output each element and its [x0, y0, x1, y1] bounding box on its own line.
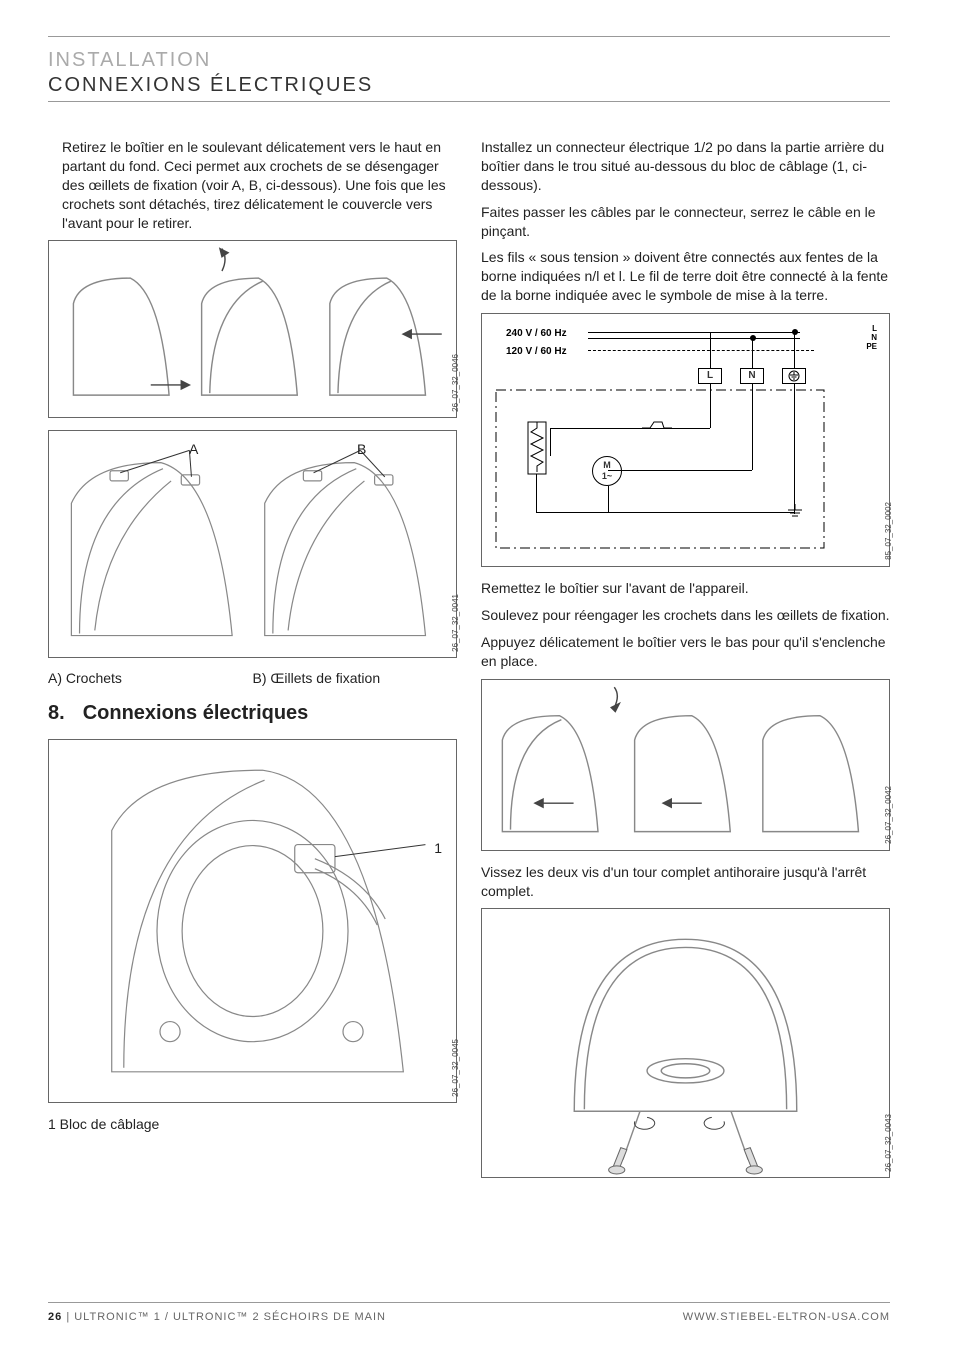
right-para-4: Remettez le boîtier sur l'avant de l'app…	[481, 579, 890, 598]
motor-symbol: M 1~	[592, 456, 622, 486]
section-number: 8.	[48, 702, 65, 725]
page-number: 26	[48, 1311, 62, 1323]
right-para-5: Soulevez pour réengager les crochets dan…	[481, 606, 890, 625]
side-lnpe: LNPE	[866, 324, 877, 351]
right-para-1: Installez un connecteur électrique 1/2 p…	[481, 138, 890, 195]
figure-code: 26_07_32_0042	[884, 786, 893, 844]
header-title: CONNEXIONS ÉLECTRIQUES	[48, 74, 890, 97]
two-column-layout: Retirez le boîtier en le soulevant délic…	[48, 138, 890, 1190]
label-120v: 120 V / 60 Hz	[506, 346, 567, 357]
dryer-three-views-svg	[49, 241, 456, 417]
figure-code: 26_07_32_0045	[451, 1039, 460, 1097]
legend-row: A) Crochets B) Œillets de fixation	[48, 670, 457, 686]
header-section-label: INSTALLATION	[48, 49, 890, 72]
screws-svg	[482, 909, 889, 1177]
legend-a: A) Crochets	[48, 670, 253, 686]
top-rule	[48, 36, 890, 37]
figure3-legend: 1 Bloc de câblage	[48, 1115, 457, 1134]
figure-screws: 26_07_32_0043	[481, 908, 890, 1178]
figure-wiring-diagram: 240 V / 60 Hz 120 V / 60 Hz LNPE L	[481, 313, 890, 567]
section-heading: 8. Connexions électriques	[48, 702, 457, 725]
figure-code: 26_07_32_0043	[884, 1114, 893, 1172]
footer-product: ULTRONIC™ 1 / ULTRONIC™ 2 SÉCHOIRS DE MA…	[74, 1311, 386, 1323]
right-column: Installez un connecteur électrique 1/2 p…	[481, 138, 890, 1190]
label-240v: 240 V / 60 Hz	[506, 328, 567, 339]
right-para-6: Appuyez délicatement le boîtier vers le …	[481, 633, 890, 671]
figure-code: 26_07_32_0041	[451, 594, 460, 652]
ground-tie	[786, 504, 804, 520]
figure-remove-cover: 26_07_32_0046	[48, 240, 457, 418]
left-column: Retirez le boîtier en le soulevant délic…	[48, 138, 457, 1190]
terminal-l: L	[698, 368, 722, 384]
terminal-n: N	[740, 368, 764, 384]
figure-reinstall-cover: 26_07_32_0042	[481, 679, 890, 851]
thermal-switch	[642, 420, 672, 436]
heater-symbol	[522, 420, 552, 476]
terminal-ground	[782, 368, 806, 384]
footer-url: WWW.STIEBEL-ELTRON-USA.COM	[683, 1311, 890, 1323]
right-para-2: Faites passer les câbles par le connecte…	[481, 203, 890, 241]
figure-code: 26_07_32_0046	[451, 354, 460, 412]
section-title: Connexions électriques	[83, 702, 309, 725]
callout-a: A	[189, 441, 198, 457]
legend-b: B) Œillets de fixation	[253, 670, 458, 686]
right-para-3: Les fils « sous tension » doivent être c…	[481, 248, 890, 305]
figure-wiring-block: 1	[48, 739, 457, 1103]
hooks-svg	[49, 431, 456, 657]
reinstall-svg	[482, 680, 889, 850]
figure-code: 85_07_32_0002	[884, 502, 893, 560]
page-footer: 26 | ULTRONIC™ 1 / ULTRONIC™ 2 SÉCHOIRS …	[48, 1302, 890, 1323]
footer-left: 26 | ULTRONIC™ 1 / ULTRONIC™ 2 SÉCHOIRS …	[48, 1311, 386, 1323]
left-para-1: Retirez le boîtier en le soulevant délic…	[48, 138, 457, 232]
callout-1: 1	[434, 840, 442, 856]
wiring-block-svg	[49, 740, 456, 1102]
header-rule	[48, 101, 890, 102]
figure-hooks-eyelets: A B	[48, 430, 457, 658]
callout-b: B	[357, 441, 366, 457]
right-para-7: Vissez les deux vis d'un tour complet an…	[481, 863, 890, 901]
